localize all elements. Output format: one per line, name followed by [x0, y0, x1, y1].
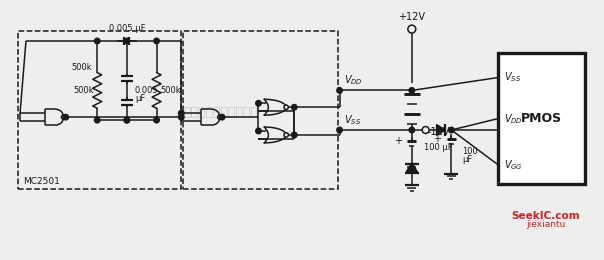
- Text: 杭州将寿科技有限公司: 杭州将寿科技有限公司: [184, 106, 259, 119]
- Text: +12V: +12V: [398, 12, 425, 22]
- Circle shape: [179, 114, 184, 120]
- Text: $V_{SS}$: $V_{SS}$: [504, 71, 521, 84]
- Text: +: +: [434, 134, 442, 144]
- Text: +: +: [394, 136, 402, 146]
- Text: $V_{DD}$: $V_{DD}$: [504, 112, 522, 126]
- Polygon shape: [406, 163, 418, 173]
- Circle shape: [94, 117, 100, 123]
- Bar: [183, 31, 338, 189]
- Text: 0.005 μF: 0.005 μF: [109, 24, 145, 33]
- Circle shape: [284, 133, 288, 137]
- Circle shape: [292, 132, 297, 138]
- Circle shape: [422, 127, 429, 133]
- Circle shape: [62, 115, 66, 119]
- Text: 100 μF: 100 μF: [423, 143, 452, 152]
- Circle shape: [124, 117, 130, 123]
- Circle shape: [409, 88, 414, 93]
- Text: $V_{DD}$: $V_{DD}$: [344, 74, 362, 87]
- Circle shape: [409, 127, 414, 133]
- Text: $V_{GG}$: $V_{GG}$: [504, 158, 522, 172]
- Circle shape: [337, 127, 342, 133]
- Text: 100: 100: [462, 147, 478, 156]
- Circle shape: [292, 105, 297, 110]
- Text: μF: μF: [462, 155, 472, 164]
- Circle shape: [255, 101, 262, 106]
- Bar: [498, 53, 585, 184]
- Text: 500k: 500k: [160, 86, 181, 95]
- Text: 500k: 500k: [72, 63, 92, 72]
- Circle shape: [94, 38, 100, 44]
- Polygon shape: [437, 125, 446, 135]
- Circle shape: [124, 38, 130, 44]
- Circle shape: [337, 88, 342, 93]
- Text: PMOS: PMOS: [521, 112, 562, 125]
- Circle shape: [63, 114, 68, 120]
- Text: 0.005: 0.005: [135, 86, 158, 95]
- Text: SeekIC.com: SeekIC.com: [511, 211, 580, 221]
- Bar: [18, 31, 181, 189]
- Text: -11V: -11V: [428, 127, 450, 137]
- Circle shape: [449, 127, 454, 133]
- Text: jiexiantu: jiexiantu: [525, 220, 565, 229]
- Circle shape: [179, 110, 184, 116]
- Circle shape: [154, 38, 159, 44]
- Circle shape: [124, 117, 130, 123]
- Circle shape: [255, 128, 262, 134]
- Text: $V_{SS}$: $V_{SS}$: [344, 113, 361, 127]
- Circle shape: [219, 114, 225, 120]
- Text: MC2501: MC2501: [23, 177, 60, 186]
- Circle shape: [284, 105, 288, 109]
- Circle shape: [217, 115, 222, 119]
- Circle shape: [408, 25, 416, 33]
- Text: 500k: 500k: [73, 86, 94, 95]
- Text: μF: μF: [135, 94, 145, 103]
- Circle shape: [154, 117, 159, 123]
